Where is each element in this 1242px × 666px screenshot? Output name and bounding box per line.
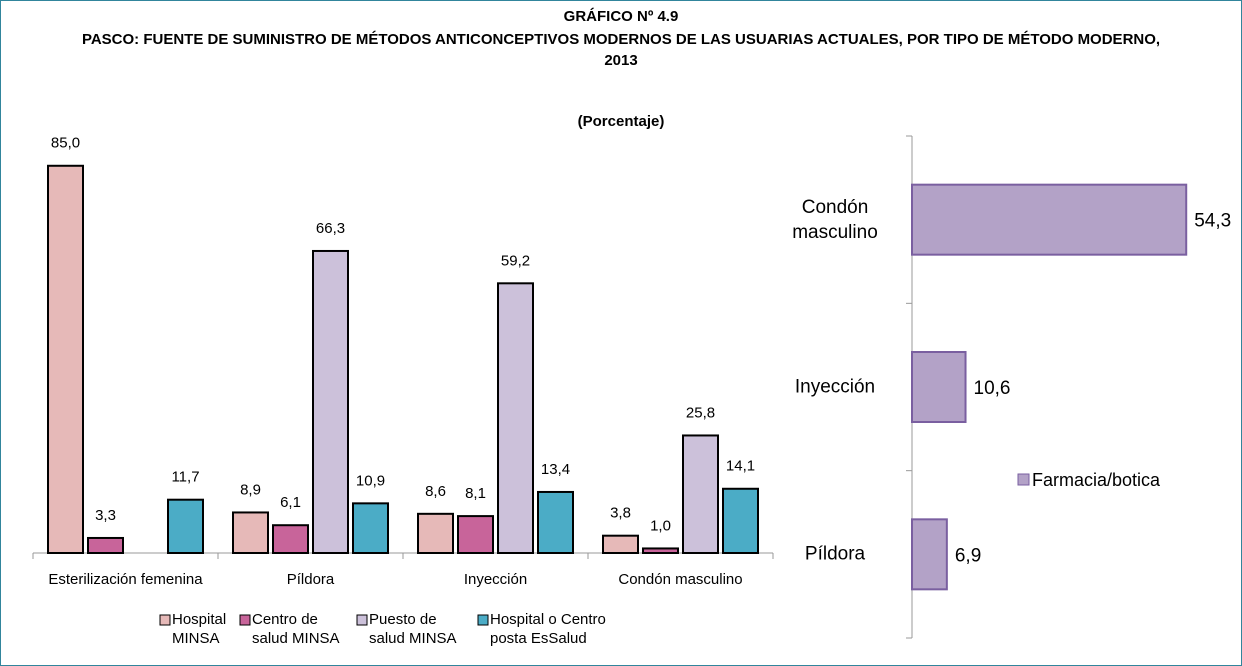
bar [312,249,349,554]
legend-label: Hospital o Centro posta EsSalud [490,611,606,647]
legend-swatch [159,614,171,626]
chart-title: GRÁFICO Nº 4.9 [563,8,679,25]
legend-swatch [1017,473,1030,486]
legend-swatch [477,614,489,626]
data-label: 25,8 [686,404,715,421]
data-label: 3,8 [610,505,631,522]
bar [47,164,84,554]
data-label: 3,3 [95,507,116,524]
bar [911,518,948,591]
bar [602,534,639,555]
y-tick-label: Inyección [794,376,876,398]
bar [722,487,759,554]
bar [642,547,679,555]
data-label: 59,2 [501,252,530,269]
data-label: 1,0 [650,517,671,534]
x-tick-label: Esterilización femenina [48,571,203,588]
data-label: 11,7 [171,469,199,486]
bar [352,502,389,555]
x-tick-label: Inyección [464,571,527,588]
bar [167,498,204,555]
data-label: 6,9 [955,545,981,566]
x-tick-label: Condón masculino [618,571,742,588]
y-tick-label: Píldora [804,543,866,565]
legend-swatch [356,614,368,626]
data-label: 6,1 [280,494,301,511]
legend-swatch [239,614,251,626]
bar [457,515,494,554]
bar [911,183,1188,256]
data-label: 66,3 [316,220,345,237]
legend-label: Centro de salud MINSA [252,611,340,647]
bar [272,524,309,555]
bar [682,434,719,555]
bar [537,490,574,555]
bar [911,351,967,423]
data-label: 10,9 [356,472,385,489]
bar [497,282,534,554]
legend-label: Puesto de salud MINSA [369,611,457,647]
data-label: 8,6 [425,483,446,500]
data-label: 8,1 [465,485,486,502]
bar [87,536,124,555]
data-label: 54,3 [1194,211,1231,232]
data-label: 10,6 [974,378,1011,399]
bar [232,511,269,555]
unit-label: (Porcentaje) [577,113,665,130]
data-label: 85,0 [51,135,80,152]
legend-label: Hospital MINSA [172,611,227,647]
chart-subtitle: PASCO: FUENTE DE SUMINISTRO DE MÉTODOS A… [81,31,1161,69]
data-label: 14,1 [726,458,755,475]
legend-label: Farmacia/botica [1032,470,1161,490]
x-tick-label: Píldora [287,571,335,588]
y-tick-label: Condón masculino [792,196,878,243]
data-label: 8,9 [240,481,261,498]
data-label: 13,4 [541,461,570,478]
bar [417,512,454,554]
